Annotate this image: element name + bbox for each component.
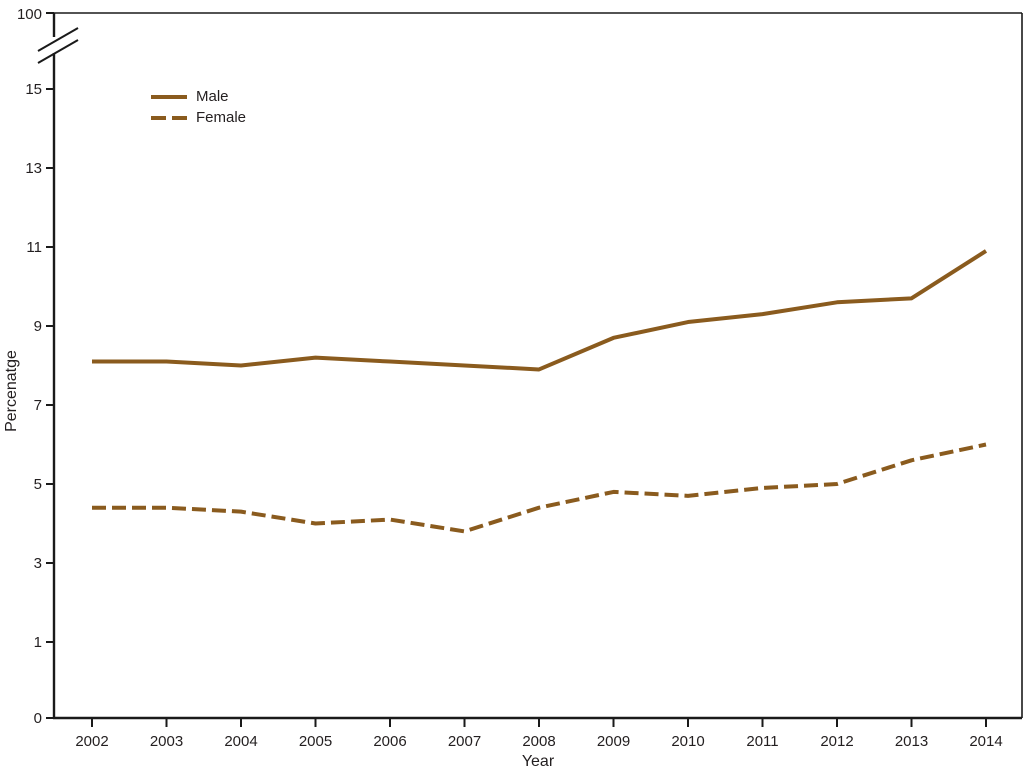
y-tick-label: 7 [34,397,42,414]
legend-label-female: Female [196,109,247,126]
male-line-swatch-icon [151,94,187,99]
female-line [92,442,987,534]
x-tick-label: 2011 [746,733,778,750]
male-line [92,249,988,372]
x-tick-label: 2002 [75,733,108,750]
x-tick-label: 2003 [150,733,183,750]
x-tick-label: 2009 [597,733,630,750]
y-tick-label: 11 [26,239,42,256]
x-tick-label: 2004 [224,733,257,750]
y-tick-label: 3 [34,555,42,572]
legend-item-female: Female [151,107,246,128]
y-tick-label: 13 [25,160,42,177]
y-tick-label: 9 [34,318,42,335]
y-axis-title: Percenatge [3,350,20,432]
x-tick-label: 2010 [671,733,704,750]
x-tick-label: 2014 [969,733,1002,750]
axis-break-slash [37,39,79,64]
y-tick-label-top: 100 [17,6,42,23]
axis-break-slash [37,27,79,52]
y-tick-label: 0 [34,710,42,727]
y-tick-label: 15 [25,81,42,98]
x-tick-label: 2007 [448,733,481,750]
x-tick-label: 2006 [373,733,406,750]
x-tick-label: 2008 [522,733,555,750]
legend-label-male: Male [196,88,229,105]
y-tick-label: 1 [34,634,42,651]
legend: Male Female [151,86,246,128]
axis-break-gap [52,37,56,53]
y-tick-label: 5 [34,476,42,493]
legend-item-male: Male [151,86,246,107]
x-tick-label: 2013 [895,733,928,750]
x-tick-label: 2005 [299,733,332,750]
x-axis-title: Year [521,753,555,770]
x-tick-label: 2012 [820,733,853,750]
female-line-swatch-icon [151,115,187,120]
